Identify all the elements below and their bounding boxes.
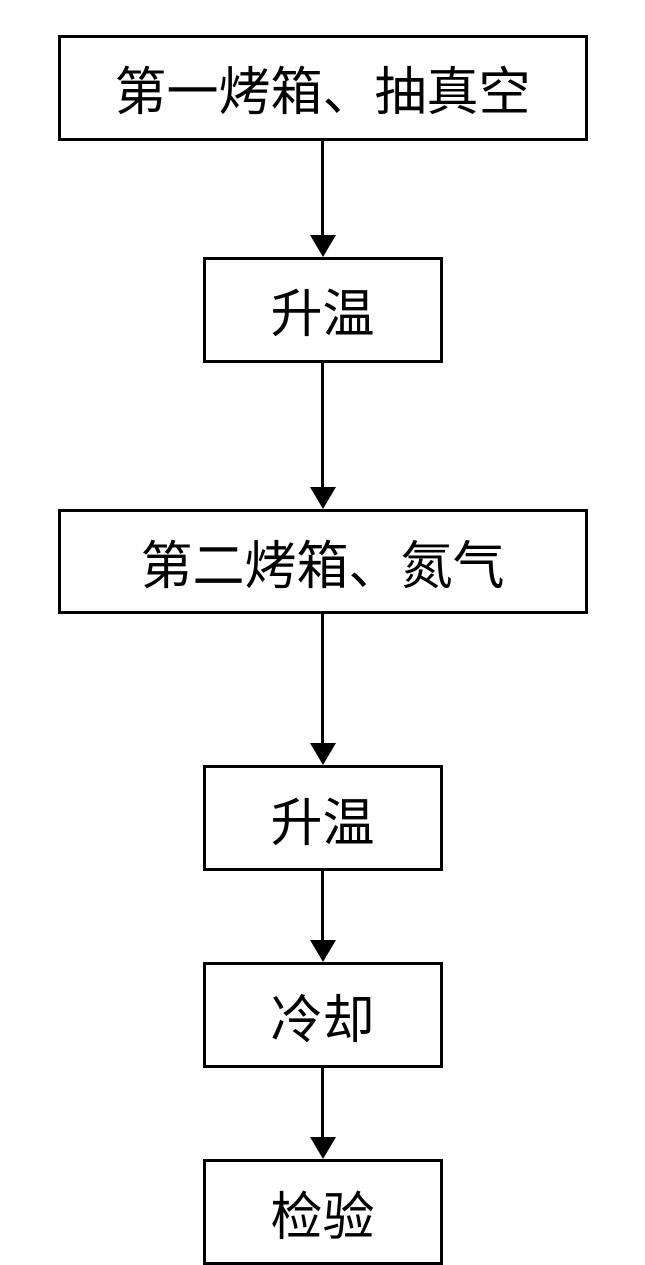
flowchart-step-4: 升温: [203, 765, 443, 871]
flowchart-step-2: 升温: [203, 257, 443, 363]
step-label: 第一烤箱、抽真空: [114, 50, 530, 125]
arrow-line: [321, 614, 324, 744]
flowchart-arrow-3: [310, 614, 336, 765]
flowchart-arrow-1: [310, 141, 336, 257]
flowchart-step-3: 第二烤箱、氮气: [58, 509, 588, 615]
flowchart-step-1: 第一烤箱、抽真空: [58, 35, 588, 141]
flowchart-arrow-4: [310, 871, 336, 962]
arrow-line: [321, 141, 324, 236]
step-label: 冷却: [270, 978, 374, 1053]
step-label: 升温: [270, 781, 374, 856]
arrow-line: [321, 363, 324, 488]
arrow-head-icon: [310, 487, 336, 509]
flowchart-step-6: 检验: [203, 1159, 443, 1265]
flowchart-arrow-5: [310, 1068, 336, 1159]
step-label: 第二烤箱、氮气: [140, 524, 504, 599]
arrow-head-icon: [310, 235, 336, 257]
flowchart-arrow-2: [310, 363, 336, 509]
arrow-line: [321, 1068, 324, 1138]
step-label: 升温: [270, 272, 374, 347]
arrow-head-icon: [310, 940, 336, 962]
arrow-line: [321, 871, 324, 941]
arrow-head-icon: [310, 1137, 336, 1159]
step-label: 检验: [270, 1175, 374, 1250]
arrow-head-icon: [310, 743, 336, 765]
flowchart-step-5: 冷却: [203, 962, 443, 1068]
